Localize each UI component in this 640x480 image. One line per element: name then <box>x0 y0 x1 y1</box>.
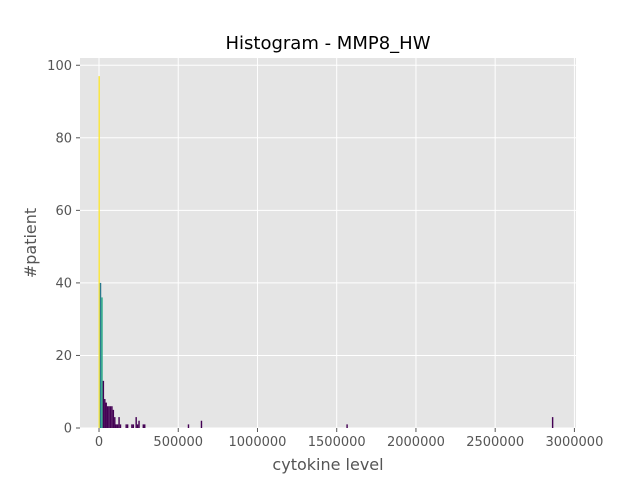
histogram-bar <box>200 420 203 428</box>
histogram-bar <box>119 424 122 428</box>
chart-title: Histogram - MMP8_HW <box>225 33 430 54</box>
histogram-bar <box>125 424 127 428</box>
histogram-bar <box>115 424 117 428</box>
y-tick-label: 0 <box>64 422 72 437</box>
histogram-bar <box>114 417 116 428</box>
histogram-bar <box>118 417 120 428</box>
y-axis-ticks: 0 20 40 60 80 100 <box>47 59 80 437</box>
histogram-bar <box>132 424 135 428</box>
histogram-bar <box>98 76 100 428</box>
histogram-bar <box>142 424 145 428</box>
x-tick-label: 500000 <box>153 435 203 450</box>
x-tick-label: 0 <box>95 435 103 450</box>
histogram-bar <box>551 417 554 428</box>
histogram-bar <box>138 420 140 428</box>
histogram-bar <box>112 409 115 428</box>
x-tick-label: 2500000 <box>466 435 524 450</box>
histogram-bar <box>111 406 113 428</box>
y-tick-label: 40 <box>55 276 72 291</box>
histogram-bar <box>131 424 133 428</box>
x-axis-label: cytokine level <box>272 455 383 474</box>
histogram-bar <box>126 424 129 428</box>
histogram-bar <box>102 380 105 428</box>
histogram-bar <box>108 406 110 428</box>
y-tick-label: 60 <box>55 204 72 219</box>
y-tick-label: 100 <box>47 59 72 74</box>
histogram-bar <box>106 406 109 428</box>
histogram-bar <box>105 402 107 428</box>
x-tick-label: 1000000 <box>229 435 287 450</box>
histogram-bar <box>135 417 137 428</box>
x-tick-label: 1500000 <box>308 435 366 450</box>
histogram-bar <box>101 297 103 428</box>
x-axis-ticks: 0 500000 1000000 1500000 2000000 2500000 30000… <box>95 428 603 450</box>
histogram-bar <box>116 424 119 428</box>
x-tick-label: 3000000 <box>545 435 603 450</box>
histogram-bars <box>98 76 554 428</box>
histogram-bar <box>144 424 146 428</box>
histogram-bar <box>104 398 106 428</box>
histogram-bar <box>109 406 112 428</box>
histogram-bar <box>187 424 190 428</box>
plot-area <box>80 58 576 428</box>
y-axis-label: #patient <box>21 208 40 278</box>
y-tick-label: 20 <box>55 349 72 364</box>
y-tick-label: 80 <box>55 131 72 146</box>
histogram-bar <box>136 424 139 428</box>
histogram-bar <box>99 282 102 428</box>
x-tick-label: 2000000 <box>387 435 445 450</box>
histogram-bar <box>346 424 348 428</box>
grid-lines <box>80 58 576 429</box>
